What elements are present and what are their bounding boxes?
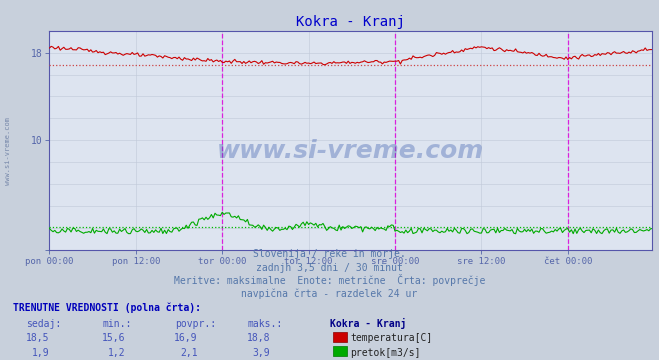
Text: pretok[m3/s]: pretok[m3/s] bbox=[351, 348, 421, 358]
Title: Kokra - Kranj: Kokra - Kranj bbox=[297, 15, 405, 30]
Text: Slovenija / reke in morje.: Slovenija / reke in morje. bbox=[253, 249, 406, 260]
Text: min.:: min.: bbox=[102, 319, 132, 329]
Text: temperatura[C]: temperatura[C] bbox=[351, 333, 433, 343]
Text: Kokra - Kranj: Kokra - Kranj bbox=[330, 318, 406, 329]
Text: 18,8: 18,8 bbox=[246, 333, 270, 343]
Text: povpr.:: povpr.: bbox=[175, 319, 215, 329]
Text: www.si-vreme.com: www.si-vreme.com bbox=[5, 117, 11, 185]
Text: zadnjh 3,5 dni / 30 minut: zadnjh 3,5 dni / 30 minut bbox=[256, 263, 403, 273]
Text: www.si-vreme.com: www.si-vreme.com bbox=[217, 139, 484, 163]
Text: navpična črta - razdelek 24 ur: navpična črta - razdelek 24 ur bbox=[241, 289, 418, 300]
Text: 1,9: 1,9 bbox=[32, 348, 49, 358]
Text: 3,9: 3,9 bbox=[252, 348, 270, 358]
Text: TRENUTNE VREDNOSTI (polna črta):: TRENUTNE VREDNOSTI (polna črta): bbox=[13, 303, 201, 314]
Text: sedaj:: sedaj: bbox=[26, 319, 61, 329]
Text: 1,2: 1,2 bbox=[107, 348, 125, 358]
Text: 15,6: 15,6 bbox=[101, 333, 125, 343]
Text: 18,5: 18,5 bbox=[26, 333, 49, 343]
Text: maks.:: maks.: bbox=[247, 319, 282, 329]
Text: 2,1: 2,1 bbox=[180, 348, 198, 358]
Text: Meritve: maksimalne  Enote: metrične  Črta: povprečje: Meritve: maksimalne Enote: metrične Črta… bbox=[174, 274, 485, 286]
Text: 16,9: 16,9 bbox=[174, 333, 198, 343]
